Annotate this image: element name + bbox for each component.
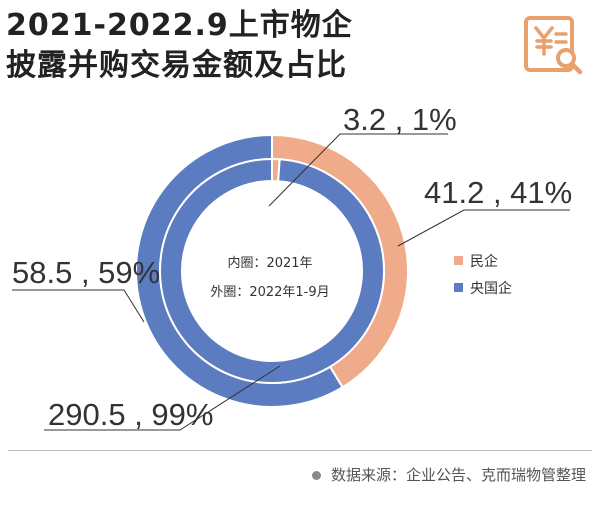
inner-slice-state-owned — [159, 157, 386, 384]
legend-label-state-owned: 央国企 — [470, 280, 512, 297]
source-note: 数据来源：企业公告、克而瑞物管整理 — [311, 464, 586, 485]
label-inner-state-owned: 290.5 , 99% — [48, 397, 213, 432]
bullet-icon — [311, 471, 321, 480]
leader-lines — [12, 133, 570, 431]
chart-title: 2021-2022.9上市物企 披露并购交易金额及占比 — [6, 6, 353, 86]
yuan-receipt-search-icon — [524, 16, 583, 75]
label-inner-private-leader — [268, 133, 448, 207]
footer-divider — [8, 450, 592, 451]
center-note-line-1: 内圈：2021年 — [227, 255, 312, 271]
legend: 民企 央国企 — [454, 253, 512, 297]
label-outer-state-owned-leader — [12, 289, 145, 323]
title-line-1: 2021-2022.9上市物企 — [6, 8, 353, 43]
label-inner-private: 3.2 , 1% — [343, 102, 457, 137]
inner-ring — [159, 157, 386, 384]
legend-swatch-state-owned — [454, 283, 463, 292]
title-line-2: 披露并购交易金额及占比 — [6, 48, 347, 83]
data-labels: 3.2 , 1% 290.5 , 99% 41.2 , 41% 58.5 , 59% — [12, 102, 572, 432]
source-text: 数据来源：企业公告、克而瑞物管整理 — [330, 466, 586, 484]
legend-label-private: 民企 — [470, 253, 498, 270]
label-inner-state-owned-leader — [44, 365, 281, 431]
center-note-line-2: 外圈：2022年1-9月 — [210, 285, 329, 300]
label-outer-private-leader — [397, 209, 570, 247]
legend-swatch-private — [454, 256, 463, 265]
label-outer-private: 41.2 , 41% — [424, 175, 572, 210]
label-outer-state-owned: 58.5 , 59% — [12, 255, 160, 290]
